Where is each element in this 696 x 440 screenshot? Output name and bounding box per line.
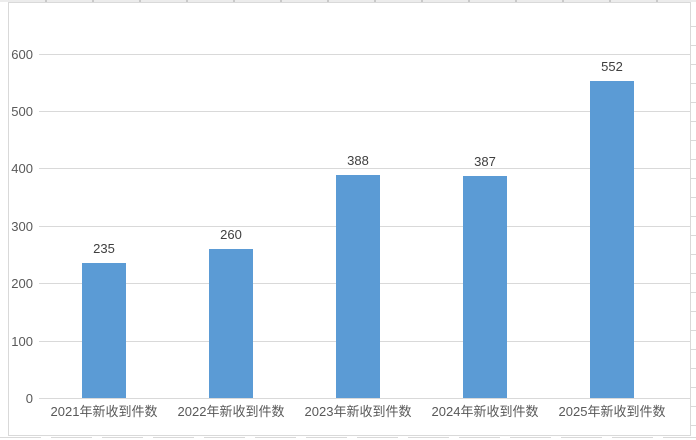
bar-2022年新收到件数[interactable] bbox=[209, 249, 253, 398]
bar-2025年新收到件数[interactable] bbox=[590, 81, 634, 398]
y-axis-tick-label: 100 bbox=[11, 334, 33, 349]
category-label: 2023年新收到件数 bbox=[304, 404, 412, 419]
bar-value-label: 235 bbox=[93, 241, 115, 256]
y-axis-tick-label: 200 bbox=[11, 276, 33, 291]
bar-value-label: 552 bbox=[601, 59, 623, 74]
y-axis-tick-label: 600 bbox=[11, 47, 33, 62]
bar-2021年新收到件数[interactable] bbox=[82, 263, 126, 398]
gridline-y-500 bbox=[39, 111, 690, 112]
y-axis-tick-label: 400 bbox=[11, 161, 33, 176]
category-label: 2024年新收到件数 bbox=[431, 404, 539, 419]
worksheet-gridline-ticks-right bbox=[691, 8, 696, 432]
bar-value-label: 387 bbox=[474, 154, 496, 169]
category-label: 2025年新收到件数 bbox=[558, 404, 666, 419]
y-axis-tick-label: 0 bbox=[25, 391, 33, 406]
category-label: 2022年新收到件数 bbox=[177, 404, 285, 419]
gridline-y-600 bbox=[39, 54, 690, 55]
bar-2024年新收到件数[interactable] bbox=[463, 176, 507, 398]
y-axis-tick-label: 500 bbox=[11, 104, 33, 119]
worksheet-gridline-ticks-top bbox=[0, 0, 696, 2]
bar-2023年新收到件数[interactable] bbox=[336, 175, 380, 398]
bar-value-label: 388 bbox=[347, 153, 369, 168]
gridline-y-400 bbox=[39, 168, 690, 169]
gridline-y-0 bbox=[39, 398, 690, 399]
bar-value-label: 260 bbox=[220, 227, 242, 242]
worksheet-gridline-ticks-bottom bbox=[0, 437, 696, 438]
category-label: 2021年新收到件数 bbox=[50, 404, 158, 419]
y-axis-tick-label: 300 bbox=[11, 219, 33, 234]
